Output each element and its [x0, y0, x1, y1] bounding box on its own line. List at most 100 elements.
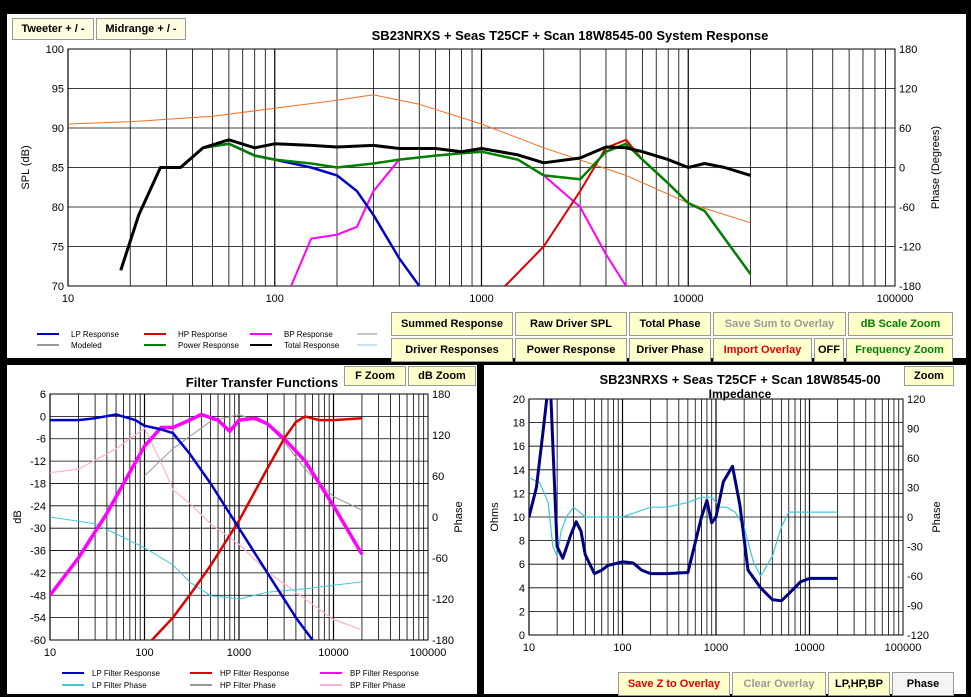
x-tick-label: 10000 [673, 293, 704, 305]
legend-label: LP Filter Response [92, 669, 160, 678]
clear-overlay-button[interactable]: Clear Overlay [732, 672, 826, 696]
y-axis-label: Ohms [489, 502, 501, 532]
chart-title: Filter Transfer Functions [186, 375, 338, 390]
y-tick-label: -48 [30, 590, 46, 602]
y-tick-label: 12 [513, 488, 525, 500]
x-tick-label: 100000 [885, 642, 922, 654]
legend-label: BP Response [284, 330, 333, 339]
filter-transfer-panel: 6 0 -6 -12 -18 -24 -30 -36 -42 -48 -54 -60 180 120 60 0… [7, 365, 477, 694]
y2-tick-label: -120 [899, 242, 921, 254]
y-tick-label: 2 [519, 606, 525, 618]
power-response-button[interactable]: Power Response [515, 338, 627, 362]
x-tick-label: 10 [44, 647, 56, 659]
y2-tick-label: 180 [432, 389, 450, 401]
driver-phase-button[interactable]: Driver Phase [629, 338, 711, 362]
y2-tick-label: -180 [899, 281, 921, 293]
frequency-zoom-button[interactable]: Frequency Zoom [846, 338, 953, 362]
y-tick-label: 0 [519, 630, 525, 642]
series-group [50, 412, 364, 640]
legend-label: HP Filter Phase [220, 681, 276, 690]
legend-label: BP Filter Response [350, 669, 419, 678]
filter-transfer-chart: 60-6-12-18-24-30-36-42-48-54-60180120600… [12, 375, 465, 690]
chart-subtitle: Impedance [709, 387, 772, 401]
y2-tick-label: 60 [907, 453, 919, 465]
y-tick-label: 20 [513, 394, 525, 406]
legend-label: BP Filter Phase [350, 681, 406, 690]
x-tick-label: 10000 [318, 647, 349, 659]
db-zoom-button[interactable]: dB Zoom [408, 366, 476, 386]
system-response-panel: 100 95 90 85 80 75 70 180 120 60 0 -60 -120 -180 10 100… [7, 14, 966, 358]
x-tick-label: 10 [62, 293, 74, 305]
y2-tick-label: 180 [899, 44, 917, 56]
y2-tick-label: 120 [907, 394, 925, 406]
y2-axis-label: Phase [931, 501, 943, 532]
total-phase-button[interactable]: Total Phase [629, 312, 711, 336]
y-tick-label: 4 [519, 583, 525, 595]
y2-tick-label: -60 [899, 202, 915, 214]
series-line-hp-filter-response [151, 415, 362, 640]
y2-tick-label: -180 [432, 635, 454, 647]
legend-label: Total Response [284, 341, 340, 350]
db-scale-zoom-button[interactable]: dB Scale Zoom [848, 312, 953, 336]
series-line-bp-filter-phase [50, 427, 363, 631]
y-tick-label: 85 [52, 163, 64, 175]
series-group [68, 94, 752, 286]
y2-tick-label: 120 [432, 430, 450, 442]
impedance-panel: 20 18 16 14 12 10 8 6 4 2 0 120 90 60 30 0 -30 -60 -90 -120… [484, 365, 966, 694]
y2-tick-label: -90 [907, 601, 923, 613]
y-tick-label: 6 [40, 389, 46, 401]
x-tick-label: 1000 [469, 293, 493, 305]
y-tick-label: 6 [519, 559, 525, 571]
import-overlay-button[interactable]: Import Overlay [713, 338, 812, 362]
x-tick-label: 10000 [794, 642, 825, 654]
x-tick-label: 1000 [704, 642, 728, 654]
driver-responses-button[interactable]: Driver Responses [391, 338, 513, 362]
y-tick-label: 80 [52, 202, 64, 214]
y-axis-label: dB [12, 510, 24, 523]
raw-driver-spl-button[interactable]: Raw Driver SPL [515, 312, 627, 336]
y-tick-label: 90 [52, 123, 64, 135]
series-line-bp-filter-response [50, 412, 364, 597]
legend-label: Power Response [178, 341, 239, 350]
y-tick-label: -6 [36, 434, 46, 446]
midrange-toggle-button[interactable]: Midrange + / - [96, 18, 186, 40]
save-z-to-overlay-button[interactable]: Save Z to Overlay [618, 672, 730, 696]
y-tick-label: 14 [513, 465, 525, 477]
legend-label: HP Response [178, 330, 228, 339]
tweeter-toggle-button[interactable]: Tweeter + / - [12, 18, 94, 40]
series-line-lp-filter-phase [50, 516, 362, 600]
y2-axis-label: Phase (Degrees) [930, 126, 942, 209]
x-tick-label: 100 [135, 647, 153, 659]
y-tick-label: -60 [30, 635, 46, 647]
y2-tick-label: 0 [899, 163, 905, 175]
legend-label: HP Filter Response [220, 669, 290, 678]
x-tick-label: 10 [523, 642, 535, 654]
impedance-zoom-button[interactable]: Zoom [904, 366, 954, 386]
y-tick-label: 0 [40, 411, 46, 423]
f-zoom-button[interactable]: F Zoom [344, 366, 406, 386]
y-tick-label: -30 [30, 523, 46, 535]
summed-response-button[interactable]: Summed Response [391, 312, 513, 336]
y2-tick-label: 60 [899, 123, 911, 135]
y2-tick-label: -60 [432, 553, 448, 565]
impedance-chart: 201816141210864201209060300-30-60-90-120… [489, 372, 943, 654]
series-group [529, 399, 838, 603]
y-tick-label: 8 [519, 536, 525, 548]
y2-axis-label: Phase [453, 501, 465, 532]
y2-tick-label: 60 [432, 471, 444, 483]
save-sum-to-overlay-button[interactable]: Save Sum to Overlay [713, 312, 846, 336]
y-tick-label: -54 [30, 613, 46, 625]
y-tick-label: 16 [513, 441, 525, 453]
y-tick-label: -24 [30, 501, 46, 513]
overlay-off-button[interactable]: OFF [814, 338, 844, 362]
y2-tick-label: 0 [432, 512, 438, 524]
x-tick-label: 100 [266, 293, 284, 305]
y2-tick-label: -120 [432, 594, 454, 606]
series-line-modeled [68, 94, 751, 224]
y2-tick-label: 90 [907, 424, 919, 436]
y2-tick-label: 120 [899, 84, 917, 96]
impedance-phase-button[interactable]: Phase [892, 672, 954, 696]
y2-tick-label: 30 [907, 483, 919, 495]
lp-hp-bp-button[interactable]: LP,HP,BP [828, 672, 890, 696]
series-line-impedance-phase [529, 477, 838, 577]
